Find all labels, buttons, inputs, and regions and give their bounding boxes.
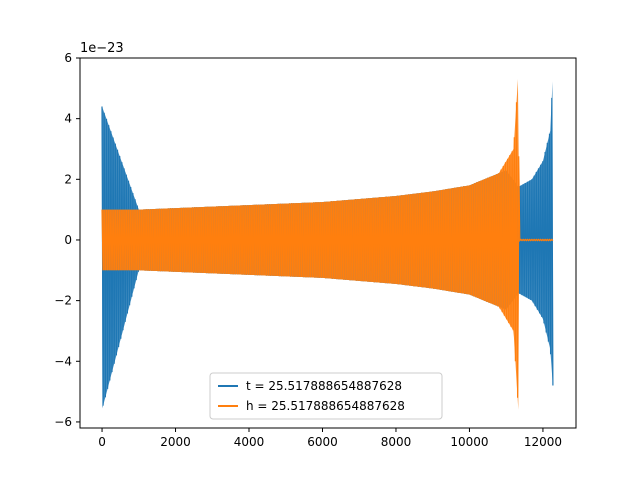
y-scale-label: 1e−23 — [80, 41, 124, 56]
x-tick-label: 2000 — [160, 435, 191, 449]
legend-box — [209, 372, 443, 420]
x-tick-label: 6000 — [307, 435, 338, 449]
series-envelope — [102, 79, 553, 410]
y-tick-label: 4 — [64, 112, 72, 126]
y-tick-label: 0 — [64, 233, 72, 247]
x-axis: 0 2000 4000 6000 8000 10000 12000 — [98, 428, 562, 449]
y-tick-label: 2 — [64, 172, 72, 186]
plot-series-group — [101, 79, 554, 410]
legend-label: h = 25.517888654887628 — [246, 399, 405, 413]
x-tick-label: 8000 — [381, 435, 412, 449]
x-tick-label: 10000 — [450, 435, 488, 449]
plot-frame — [79, 57, 577, 429]
y-tick-label: 6 — [64, 51, 72, 65]
x-tick-label: 4000 — [234, 435, 265, 449]
y-axis: −6 −4 −2 0 2 4 6 — [54, 51, 80, 429]
y-tick-label: −4 — [54, 354, 72, 368]
x-tick-label: 12000 — [524, 435, 562, 449]
series-h-waveform — [101, 79, 554, 410]
legend-label: t = 25.517888654887628 — [246, 379, 402, 393]
y-tick-label: −2 — [54, 294, 72, 308]
x-tick-label: 0 — [98, 435, 106, 449]
legend: t = 25.517888654887628 h = 25.51788865488… — [209, 372, 443, 420]
y-tick-label: −6 — [54, 415, 72, 429]
